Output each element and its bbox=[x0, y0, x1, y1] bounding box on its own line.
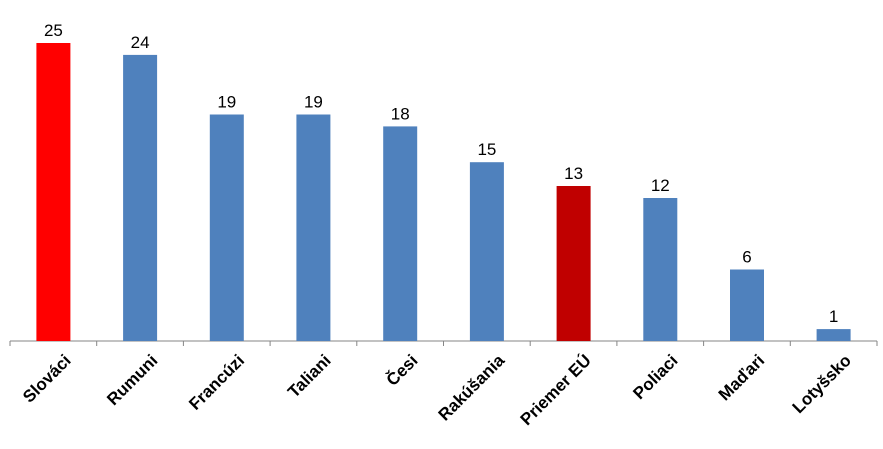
data-label-6: 15 bbox=[477, 140, 496, 159]
data-label-1: 25 bbox=[44, 21, 63, 40]
data-label-8: 12 bbox=[651, 176, 670, 195]
data-label-3: 19 bbox=[217, 93, 236, 112]
bar-8 bbox=[643, 198, 678, 341]
bar-2 bbox=[123, 54, 158, 342]
x-axis-ticks bbox=[9, 341, 878, 346]
category-label-6: Rakúšania bbox=[435, 350, 509, 424]
data-label-2: 24 bbox=[131, 33, 150, 52]
category-label-1: Slováci bbox=[19, 351, 75, 407]
bars-group bbox=[36, 43, 851, 342]
data-labels-group: 25 24 19 19 18 15 13 12 6 1 bbox=[44, 21, 838, 326]
category-label-4: Taliani bbox=[284, 351, 335, 402]
bar-9 bbox=[730, 269, 764, 341]
category-label-9: Maďari bbox=[715, 351, 768, 404]
data-label-5: 18 bbox=[391, 104, 410, 123]
bar-1 bbox=[36, 43, 71, 341]
category-labels-group: Slováci Rumuni Francúzi Taliani Česi Rakúšani… bbox=[19, 350, 855, 429]
bar-4 bbox=[296, 114, 331, 341]
bar-10 bbox=[816, 329, 851, 341]
category-label-8: Poliaci bbox=[629, 351, 681, 403]
bar-5 bbox=[383, 126, 418, 342]
data-label-4: 19 bbox=[304, 93, 323, 112]
category-label-2: Rumuni bbox=[103, 351, 161, 409]
data-label-9: 6 bbox=[742, 248, 751, 267]
category-label-7: Priemer EÚ bbox=[517, 351, 595, 429]
bar-7 bbox=[556, 186, 591, 341]
bar-3 bbox=[209, 114, 244, 341]
category-label-3: Francúzi bbox=[185, 351, 248, 414]
bar-6 bbox=[469, 162, 504, 341]
category-label-10: Lotyšsko bbox=[789, 351, 855, 417]
data-label-7: 13 bbox=[564, 164, 583, 183]
data-label-10: 1 bbox=[829, 307, 838, 326]
category-label-5: Česi bbox=[383, 351, 422, 390]
